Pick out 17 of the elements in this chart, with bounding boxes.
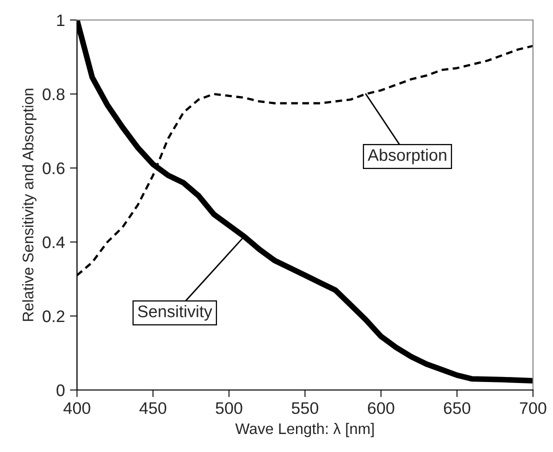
y-tick-label: 0.6 — [42, 162, 64, 174]
y-tick-label: 0 — [56, 384, 65, 396]
x-tick-label: 600 — [368, 402, 394, 414]
x-tick-label: 500 — [216, 402, 242, 414]
x-axis-title: Wave Length: λ [nm] — [235, 422, 374, 438]
y-axis-title: Relative Sensitivity and Absorption — [22, 88, 36, 321]
x-tick-label: 650 — [444, 402, 470, 414]
x-tick-label: 550 — [292, 402, 318, 414]
y-tick-label: 0.8 — [42, 88, 64, 100]
x-tick-label: 450 — [139, 402, 166, 414]
annotation: Absorption — [368, 148, 446, 164]
x-tick-label: 400 — [63, 402, 90, 414]
y-tick-label: 1 — [57, 14, 64, 26]
x-tick-label: 700 — [520, 402, 546, 414]
annotation: Sensitivity — [138, 305, 212, 321]
y-tick-label: 0.2 — [42, 310, 64, 322]
y-tick-label: 0.4 — [42, 236, 65, 248]
